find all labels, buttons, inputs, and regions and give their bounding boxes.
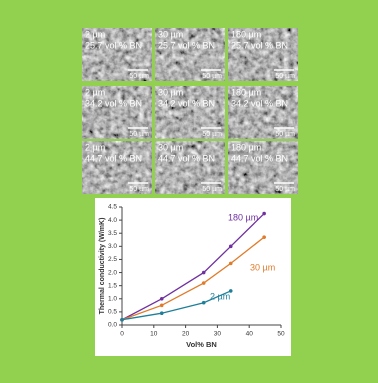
- scale-label: 50 µm: [202, 131, 222, 138]
- panel-fraction: 25.7 vol % BN: [231, 40, 288, 50]
- data-point: [159, 311, 164, 316]
- panel-size: 180 µm: [231, 87, 261, 97]
- x-tick-label: 40: [246, 331, 254, 338]
- scale-label: 50 µm: [275, 186, 295, 193]
- panel-size: 2 µm: [85, 29, 105, 39]
- y-tick-label: 0.0: [108, 322, 117, 329]
- panel-fraction: 44.7 vol % BN: [158, 153, 215, 163]
- scale-label: 50 µm: [129, 186, 149, 193]
- sem-image: [228, 28, 298, 81]
- data-point: [159, 296, 164, 301]
- y-axis-label: Thermal conductivity (W/mK): [99, 218, 106, 315]
- data-point: [159, 303, 164, 308]
- y-tick-label: 2.5: [108, 256, 117, 263]
- data-point: [228, 244, 233, 249]
- sem-image: [82, 141, 152, 194]
- panel-size: 30 µm: [158, 142, 183, 152]
- data-point: [201, 270, 206, 275]
- scale-label: 50 µm: [129, 131, 149, 138]
- x-axis-label: Vol% BN: [186, 340, 217, 349]
- chart-background: [95, 198, 291, 356]
- x-tick-label: 50: [277, 331, 285, 338]
- panel-fraction: 34.2 vol % BN: [231, 98, 288, 108]
- y-tick-label: 2.0: [108, 269, 117, 276]
- series-label: 30 µm: [250, 262, 275, 272]
- x-tick-label: 10: [150, 331, 158, 338]
- series-label: 2 µm: [210, 291, 230, 301]
- series-line: [121, 290, 232, 321]
- sem-image: [82, 86, 152, 139]
- y-tick-label: 4.5: [108, 204, 117, 211]
- y-tick-label: 3.5: [108, 230, 117, 237]
- y-tick-label: 0.5: [108, 309, 117, 316]
- data-point: [262, 211, 266, 216]
- x-tick-label: 20: [182, 331, 190, 338]
- data-point: [228, 289, 233, 293]
- scale-label: 50 µm: [202, 186, 222, 193]
- scale-label: 50 µm: [129, 73, 149, 80]
- x-tick-label: 0: [120, 331, 124, 338]
- scale-label: 50 µm: [202, 73, 222, 80]
- sem-image: [155, 141, 225, 194]
- data-point: [120, 317, 124, 322]
- series-label: 180 µm: [228, 212, 258, 222]
- sem-image: [155, 28, 225, 81]
- y-tick-label: 1.5: [108, 282, 117, 289]
- panel-size: 30 µm: [158, 87, 183, 97]
- sem-image: [228, 86, 298, 139]
- sem-image: [228, 141, 298, 194]
- y-tick-label: 1.0: [108, 295, 117, 302]
- data-point: [228, 261, 233, 266]
- panel-size: 180 µm: [231, 29, 261, 39]
- x-tick-label: 30: [214, 331, 222, 338]
- panel-fraction: 34.2 vol % BN: [158, 98, 215, 108]
- panel-fraction: 25.7 vol % BN: [85, 40, 142, 50]
- data-point: [201, 300, 206, 305]
- y-tick-label: 4.0: [108, 217, 117, 224]
- panel-size: 2 µm: [85, 87, 105, 97]
- panel-size: 2 µm: [85, 142, 105, 152]
- data-point: [262, 235, 266, 239]
- panel-fraction: 44.7 vol % BN: [231, 153, 288, 163]
- panel-fraction: 34.2 vol % BN: [85, 98, 142, 108]
- y-tick-label: 3.0: [108, 243, 117, 250]
- panel-fraction: 44.7 vol % BN: [85, 153, 142, 163]
- panel-size: 180 µm: [231, 142, 261, 152]
- sem-image: [82, 28, 152, 81]
- panel-fraction: 25.7 vol % BN: [158, 40, 215, 50]
- panel-size: 30 µm: [158, 29, 183, 39]
- scale-label: 50 µm: [275, 73, 295, 80]
- sem-image: [155, 86, 225, 139]
- scale-label: 50 µm: [275, 131, 295, 138]
- data-point: [201, 281, 206, 285]
